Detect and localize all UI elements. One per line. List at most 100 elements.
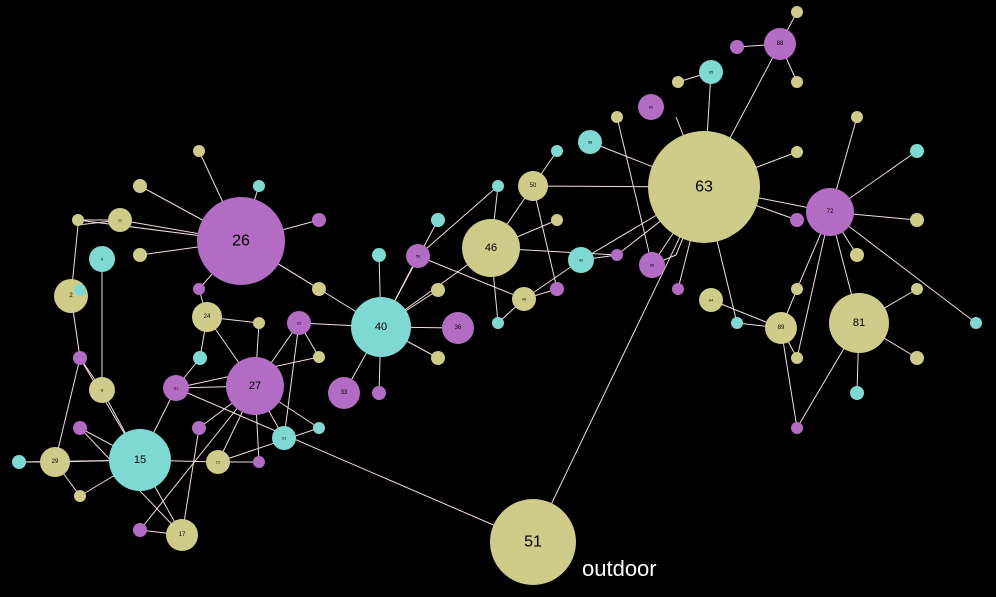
node-s6[interactable] [72, 214, 84, 226]
node-s34[interactable] [492, 317, 504, 329]
node-n56[interactable] [406, 244, 430, 268]
node-label-n72: 72 [827, 209, 834, 215]
node-label-n89: 89 [778, 325, 785, 331]
node-s59[interactable] [791, 422, 803, 434]
node-n42[interactable] [568, 247, 594, 273]
node-n72[interactable] [806, 188, 854, 236]
node-label-n81: 81 [853, 317, 865, 329]
node-s38[interactable] [730, 40, 744, 54]
node-n60[interactable] [638, 94, 664, 120]
node-s32[interactable] [550, 282, 564, 296]
node-n40[interactable] [351, 297, 411, 357]
node-n53[interactable] [287, 311, 311, 335]
node-s57[interactable] [910, 351, 924, 365]
node-label-n53: 53 [297, 321, 302, 326]
node-s52[interactable] [850, 248, 864, 262]
node-n51[interactable] [490, 499, 576, 585]
node-s55[interactable] [791, 352, 803, 364]
node-s18[interactable] [12, 455, 26, 469]
node-s19[interactable] [74, 490, 86, 502]
node-s10[interactable] [253, 317, 265, 329]
node-n24[interactable] [192, 302, 222, 332]
node-s26[interactable] [372, 248, 386, 262]
node-n88[interactable] [764, 28, 796, 60]
node-label-n29: 29 [52, 459, 59, 465]
node-s25[interactable] [372, 386, 386, 400]
node-label-n42: 42 [579, 258, 584, 263]
node-n11[interactable] [108, 208, 132, 232]
node-s49[interactable] [851, 111, 863, 123]
node-n66[interactable] [639, 252, 665, 278]
node-n12[interactable] [206, 450, 230, 474]
node-s58[interactable] [850, 386, 864, 400]
node-s9[interactable] [312, 282, 326, 296]
node-s51[interactable] [910, 213, 924, 227]
node-s16[interactable] [313, 351, 325, 363]
node-n15[interactable] [109, 429, 171, 491]
node-s22[interactable] [74, 284, 86, 296]
node-s35[interactable] [611, 249, 623, 261]
edge-n61-n51 [175, 387, 534, 543]
node-n65[interactable] [699, 60, 723, 84]
node-s40[interactable] [611, 111, 623, 123]
node-s43[interactable] [731, 317, 743, 329]
node-n81[interactable] [829, 293, 889, 353]
node-n63[interactable] [648, 131, 760, 243]
node-n9[interactable] [89, 246, 115, 272]
node-s15[interactable] [313, 422, 325, 434]
edge-n53-n31 [283, 322, 300, 439]
node-s2[interactable] [253, 180, 265, 192]
node-n64[interactable] [699, 288, 723, 312]
node-label-n64: 64 [709, 298, 714, 303]
node-n17[interactable] [166, 519, 198, 551]
node-n31[interactable] [272, 426, 296, 450]
node-s36[interactable] [791, 6, 803, 18]
node-n26[interactable] [197, 197, 285, 285]
node-s3[interactable] [312, 213, 326, 227]
node-n27[interactable] [226, 357, 284, 415]
node-label-n51: 51 [524, 534, 542, 551]
node-n45[interactable] [512, 287, 536, 311]
node-s8[interactable] [193, 283, 205, 295]
node-s27[interactable] [431, 283, 445, 297]
node-s29[interactable] [431, 213, 445, 227]
node-s20[interactable] [73, 351, 87, 365]
node-n33[interactable] [328, 377, 360, 409]
node-s39[interactable] [672, 76, 684, 88]
node-label-n15: 15 [134, 454, 146, 466]
node-s5[interactable] [133, 179, 147, 193]
node-n36[interactable] [442, 312, 474, 344]
node-n58[interactable] [578, 130, 602, 154]
node-s17[interactable] [73, 421, 87, 435]
node-s31[interactable] [551, 145, 563, 157]
node-label-n66: 66 [650, 263, 655, 268]
node-s1[interactable] [791, 146, 803, 158]
node-s44[interactable] [672, 283, 684, 295]
node-s13[interactable] [192, 421, 206, 435]
node-s33[interactable] [551, 214, 563, 226]
node-s50[interactable] [910, 144, 924, 158]
node-s28[interactable] [431, 351, 445, 365]
edge-n29-s20 [54, 357, 81, 463]
node-n89[interactable] [765, 312, 797, 344]
node-s7[interactable] [133, 248, 147, 262]
node-label-n60: 60 [649, 105, 654, 110]
node-n50[interactable] [518, 171, 548, 201]
node-s12[interactable] [133, 523, 147, 537]
node-s30[interactable] [492, 180, 504, 192]
node-s11[interactable] [193, 351, 207, 365]
node-s46[interactable] [790, 213, 804, 227]
node-n46[interactable] [462, 219, 520, 277]
node-s4[interactable] [193, 145, 205, 157]
node-n61[interactable] [163, 375, 189, 401]
edge-n56-n45 [417, 255, 525, 300]
node-s53[interactable] [970, 317, 982, 329]
node-s37[interactable] [791, 76, 803, 88]
node-s54[interactable] [791, 283, 803, 295]
node-s14[interactable] [253, 456, 265, 468]
edge-n56-s30 [417, 185, 499, 257]
node-s56[interactable] [911, 283, 923, 295]
node-n8[interactable] [89, 377, 115, 403]
node-n29[interactable] [40, 447, 70, 477]
